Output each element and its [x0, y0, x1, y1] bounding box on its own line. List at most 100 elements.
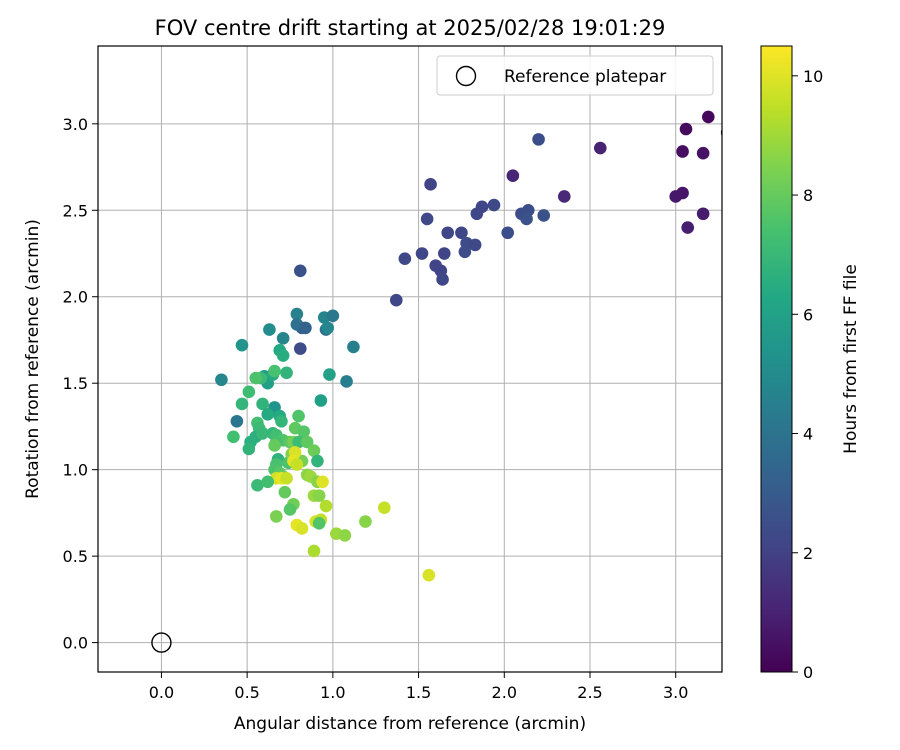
scatter-point — [283, 503, 297, 516]
scatter-point — [676, 145, 689, 158]
scatter-point — [520, 212, 533, 226]
scatter-point — [669, 190, 683, 203]
scatter-point — [249, 371, 263, 385]
colorbar: 0 2 4 6 8 10 Hours from first FF file — [760, 45, 861, 682]
colorbar-gradient — [760, 45, 793, 673]
scatter-point — [311, 454, 324, 468]
colorbar-ticks: 0 2 4 6 8 10 — [792, 67, 823, 682]
x-tick-label: 2.0 — [492, 683, 517, 702]
scatter-point — [340, 375, 353, 388]
scatter-point — [316, 475, 329, 489]
scatter-point — [215, 373, 228, 387]
scatter-point — [696, 146, 710, 160]
colorbar-label: Hours from first FF file — [841, 264, 861, 454]
scatter-point — [720, 128, 722, 137]
y-tick-label: 2.5 — [63, 201, 88, 220]
x-tick-label: 2.5 — [577, 683, 602, 702]
scatter-point — [300, 435, 314, 449]
colorbar-tick-label: 10 — [803, 67, 823, 86]
scatter-point — [422, 568, 436, 582]
scatter-point — [235, 338, 249, 352]
scatter-point — [468, 238, 482, 252]
scatter-point — [441, 226, 455, 240]
scatter-point — [251, 478, 264, 492]
scatter-point — [263, 323, 276, 336]
scatter-point — [235, 397, 249, 411]
scatter-point — [307, 444, 321, 457]
chart-title: FOV centre drift starting at 2025/02/28 … — [155, 16, 666, 40]
scatter-point — [470, 207, 484, 221]
scatter-points — [215, 110, 722, 582]
plot-area — [98, 46, 722, 672]
scatter-point — [323, 368, 336, 381]
scatter-point — [532, 133, 545, 146]
scatter-point — [347, 340, 360, 354]
scatter-point — [278, 485, 292, 499]
y-tick-label: 2.0 — [63, 288, 88, 307]
scatter-point — [487, 198, 501, 212]
colorbar-tick-label: 4 — [803, 425, 813, 444]
scatter-point — [398, 252, 412, 266]
scatter-point — [256, 427, 269, 440]
x-tick-label: 1.5 — [406, 683, 431, 702]
scatter-point — [501, 226, 515, 240]
scatter-point — [276, 331, 290, 345]
scatter-point — [290, 307, 304, 321]
scatter-point — [326, 309, 340, 323]
scatter-point — [261, 408, 275, 421]
scatter-point — [268, 364, 281, 378]
scatter-point — [269, 510, 283, 523]
scatter-point — [312, 489, 326, 502]
scatter-point — [455, 226, 468, 240]
x-axis-label: Angular distance from reference (arcmin) — [234, 714, 586, 734]
scatter-point — [593, 141, 607, 155]
scatter-point — [389, 293, 403, 307]
scatter-point — [297, 425, 311, 438]
scatter-point — [321, 321, 335, 335]
legend: Reference platepar — [436, 55, 714, 96]
scatter-point — [359, 515, 372, 528]
x-tick-label: 0.0 — [149, 683, 174, 702]
scatter-point — [701, 110, 715, 124]
scatter-point — [424, 178, 437, 191]
scatter-point — [377, 501, 391, 515]
scatter-point — [415, 247, 429, 260]
scatter-point — [338, 529, 352, 542]
scatter-point — [437, 247, 451, 260]
legend-marker-icon — [455, 65, 477, 87]
scatter-point — [256, 397, 269, 411]
scatter-point — [436, 273, 449, 286]
scatter-point — [280, 366, 293, 380]
colorbar-tick-label: 8 — [803, 186, 813, 205]
y-tick-label: 1.5 — [63, 374, 88, 393]
scatter-point — [276, 349, 290, 362]
axes-frame — [97, 45, 723, 673]
x-tick-label: 1.0 — [320, 683, 345, 702]
scatter-point — [268, 439, 281, 452]
scatter-point — [261, 475, 275, 489]
scatter-point — [280, 472, 293, 485]
scatter-point — [293, 264, 307, 278]
y-tick-label: 0.0 — [63, 634, 88, 653]
y-tick-label: 0.5 — [63, 547, 88, 566]
scatter-point — [227, 430, 240, 444]
scatter-point — [230, 414, 244, 428]
colorbar-tick-label: 0 — [803, 663, 813, 682]
scatter-point — [537, 209, 551, 222]
scatter-point — [292, 409, 305, 423]
y-tick-label: 3.0 — [63, 115, 88, 134]
scatter-point — [319, 499, 333, 513]
y-axis-label: Rotation from reference (arcmin) — [23, 219, 43, 499]
scatter-point — [458, 245, 472, 259]
scatter-point — [696, 207, 710, 221]
scatter-point — [290, 458, 304, 471]
scatter-point — [506, 169, 520, 182]
scatter-point — [295, 522, 309, 535]
scatter-point — [242, 385, 256, 399]
scatter-point — [681, 221, 695, 234]
axes: 0.0 0.5 1.0 1.5 2.0 2.5 3.0 0.0 0.5 1.0 1.5 2.0 2.5 3… — [63, 45, 723, 702]
scatter-point — [314, 394, 328, 407]
scatter-point — [275, 414, 288, 428]
y-tick-label: 1.0 — [63, 461, 88, 480]
